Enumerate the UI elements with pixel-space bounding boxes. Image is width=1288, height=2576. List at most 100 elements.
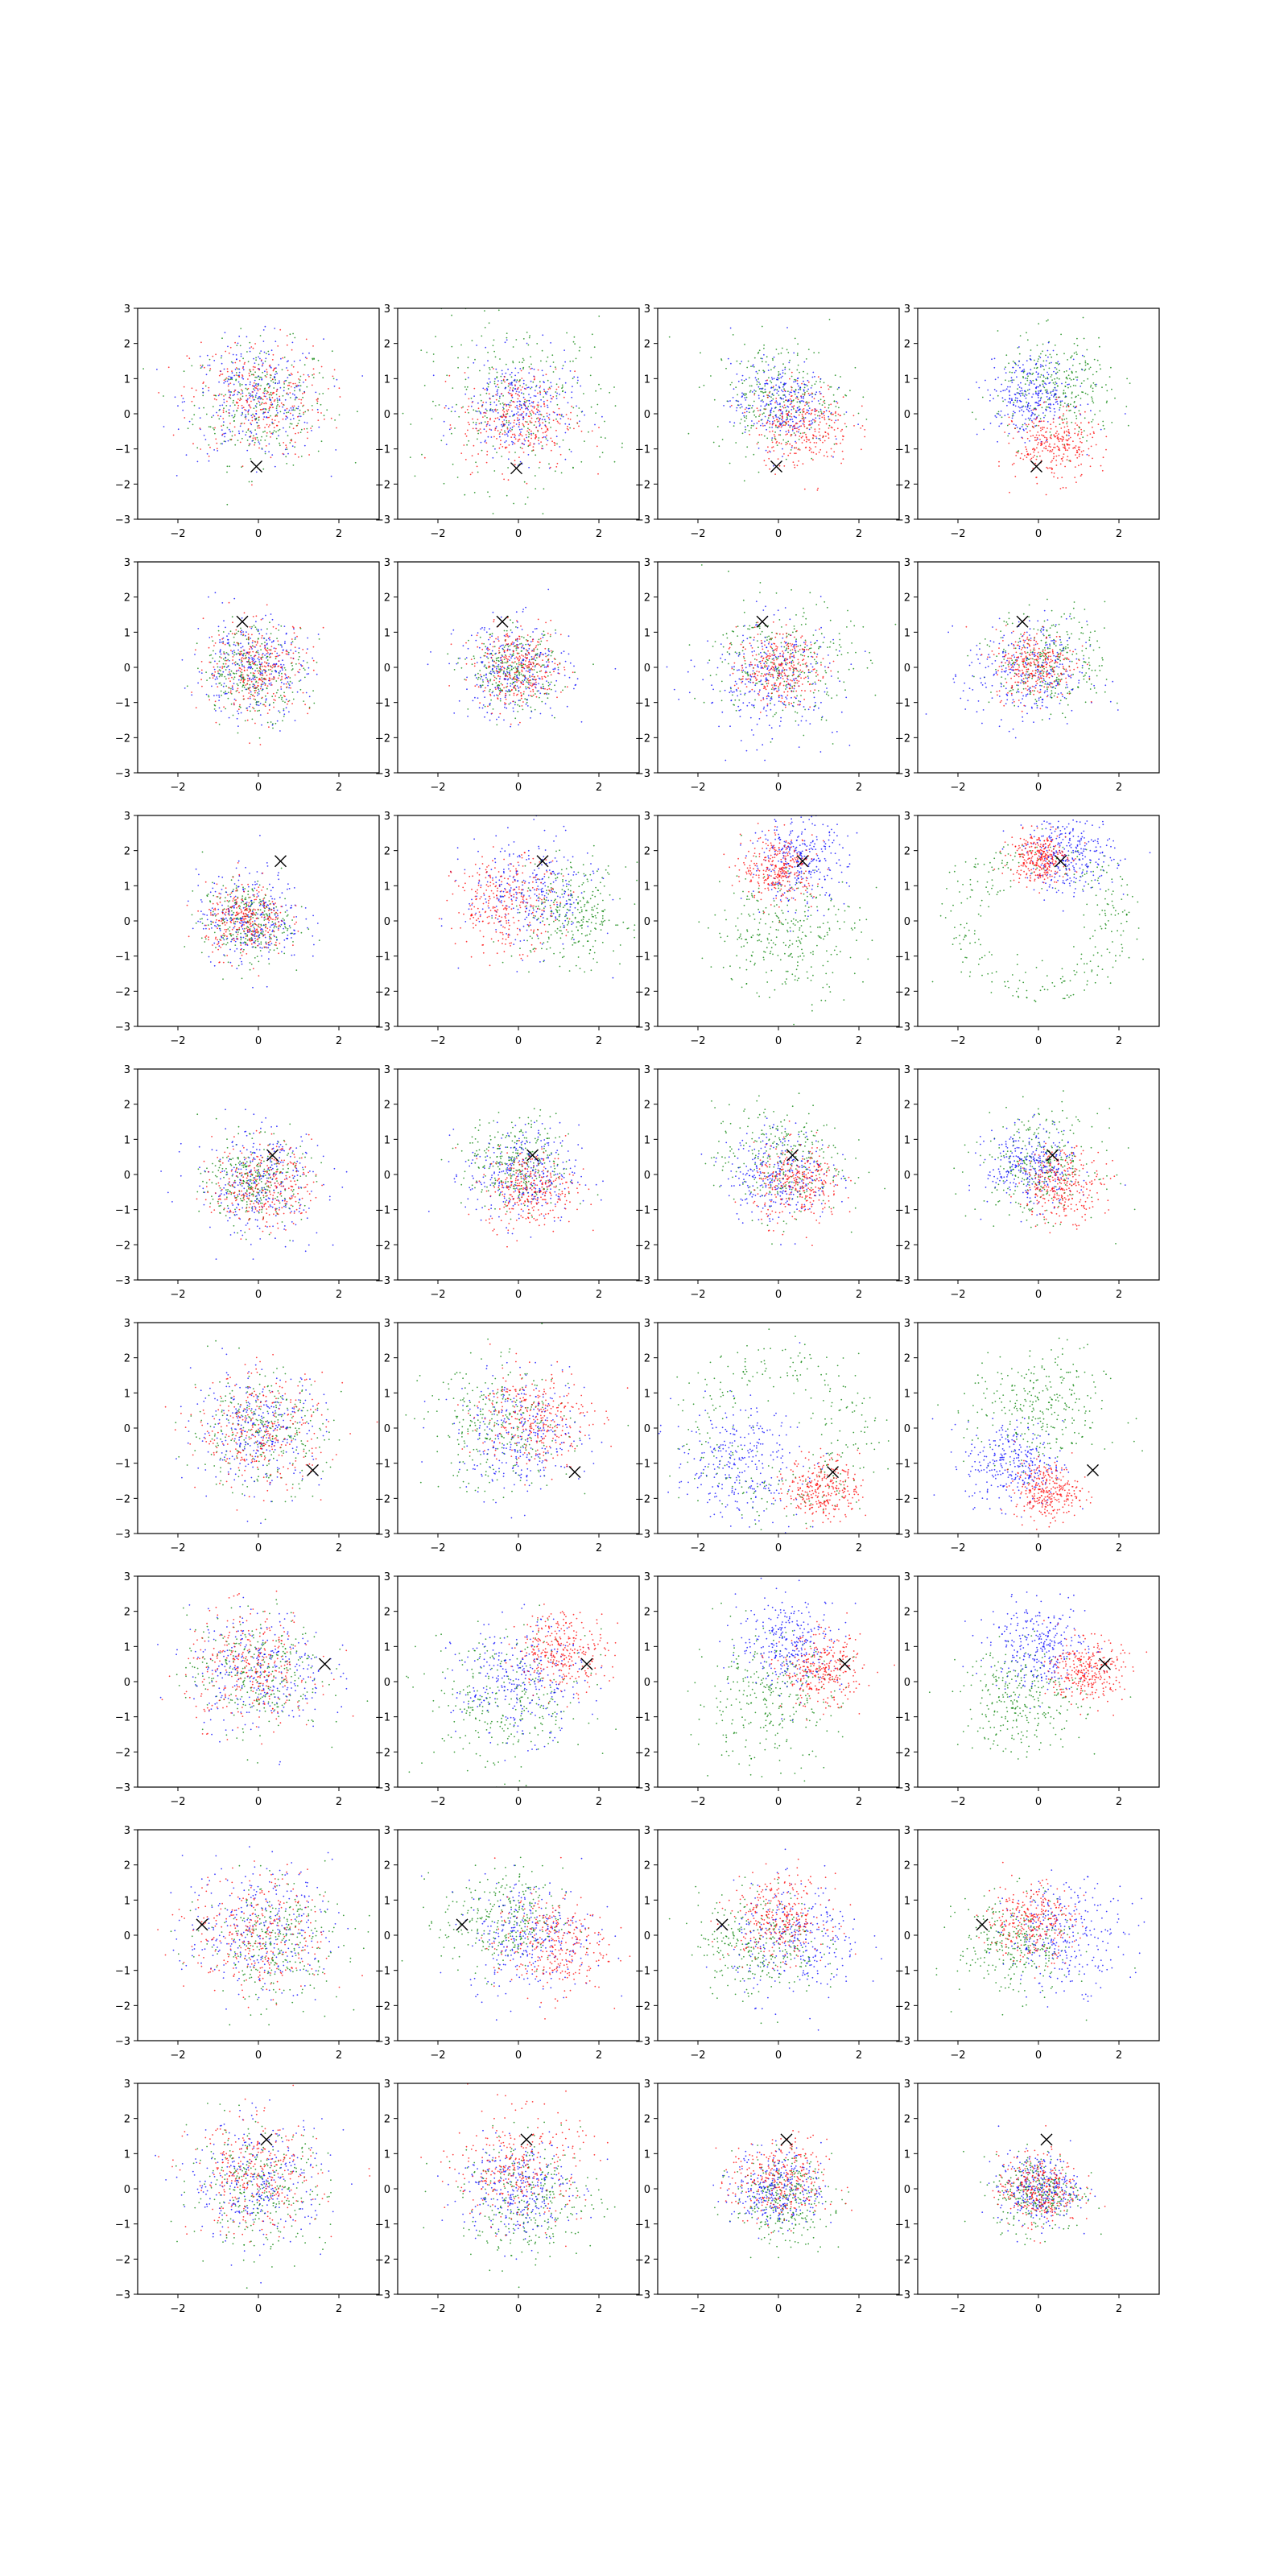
point-red (1032, 409, 1034, 411)
point-red (259, 668, 262, 671)
point-green (1047, 407, 1049, 408)
y-tick-label: −2 (375, 479, 390, 491)
point-green (496, 371, 498, 374)
point-green (291, 641, 294, 642)
point-green (304, 411, 307, 413)
x-tick-label: −2 (430, 528, 445, 540)
point-blue (480, 656, 481, 658)
point-red (217, 686, 219, 687)
point-blue (269, 639, 270, 641)
point-red (819, 428, 820, 430)
point-green (572, 407, 575, 409)
point-green (1005, 366, 1006, 368)
point-blue (240, 646, 242, 649)
point-red (500, 440, 502, 442)
point-blue (559, 446, 561, 448)
point-green (1084, 355, 1085, 357)
point-blue (252, 657, 254, 659)
point-red (256, 640, 258, 642)
point-green (735, 386, 737, 389)
point-blue (993, 398, 994, 399)
point-red (294, 646, 296, 649)
point-blue (1015, 369, 1017, 372)
point-green (485, 667, 488, 670)
point-red (814, 414, 816, 415)
point-green (485, 646, 487, 648)
point-green (318, 393, 320, 395)
point-blue (1024, 390, 1026, 392)
point-red (306, 357, 308, 360)
point-green (248, 481, 250, 483)
point-green (819, 381, 821, 383)
point-red (241, 657, 243, 658)
point-blue (771, 394, 774, 395)
point-red (535, 408, 538, 411)
point-green (239, 385, 242, 387)
point-red (535, 438, 536, 440)
point-red (249, 374, 250, 377)
point-blue (494, 448, 496, 450)
point-red (239, 704, 241, 706)
point-green (1067, 386, 1069, 389)
point-blue (217, 450, 219, 452)
point-red (208, 661, 211, 663)
point-blue (1020, 392, 1022, 394)
point-red (795, 442, 797, 444)
point-red (249, 397, 251, 399)
point-blue (261, 365, 263, 367)
point-red (1081, 441, 1083, 444)
point-green (1002, 400, 1004, 402)
point-blue (318, 426, 320, 428)
point-blue (564, 391, 567, 394)
point-red (1033, 423, 1035, 424)
point-red (284, 677, 287, 679)
point-red (778, 410, 780, 411)
point-blue (287, 654, 290, 655)
point-green (1045, 354, 1046, 357)
point-blue (760, 405, 762, 407)
point-green (747, 360, 749, 362)
point-blue (522, 681, 525, 683)
point-red (1088, 454, 1090, 456)
point-red (839, 415, 841, 417)
point-green (840, 376, 841, 378)
point-green (560, 472, 563, 474)
point-green (1066, 378, 1068, 380)
point-green (242, 684, 244, 687)
point-green (381, 477, 382, 478)
point-red (803, 488, 806, 490)
point-red (799, 436, 801, 437)
point-green (488, 367, 490, 369)
point-red (813, 398, 815, 400)
point-blue (295, 637, 296, 639)
point-blue (497, 638, 499, 640)
point-green (291, 665, 293, 667)
point-blue (788, 394, 791, 395)
point-red (544, 431, 547, 433)
point-blue (240, 634, 242, 636)
point-red (240, 679, 242, 681)
point-green (515, 663, 518, 665)
point-green (574, 343, 576, 345)
point-red (468, 398, 470, 400)
y-tick-label: 3 (644, 303, 650, 316)
point-blue (238, 371, 241, 374)
point-red (1092, 457, 1093, 460)
point-green (799, 389, 802, 390)
point-green (805, 358, 807, 360)
point-red (528, 428, 530, 431)
point-red (813, 442, 815, 444)
point-red (312, 409, 314, 411)
point-green (496, 377, 498, 379)
point-red (269, 637, 270, 638)
point-blue (825, 410, 828, 412)
point-red (242, 465, 244, 467)
point-red (1059, 463, 1062, 465)
point-green (554, 716, 555, 719)
point-blue (182, 409, 184, 411)
point-red (1038, 424, 1040, 427)
point-green (1092, 402, 1095, 404)
point-green (283, 357, 286, 358)
point-blue (798, 409, 800, 411)
point-green (736, 360, 738, 362)
